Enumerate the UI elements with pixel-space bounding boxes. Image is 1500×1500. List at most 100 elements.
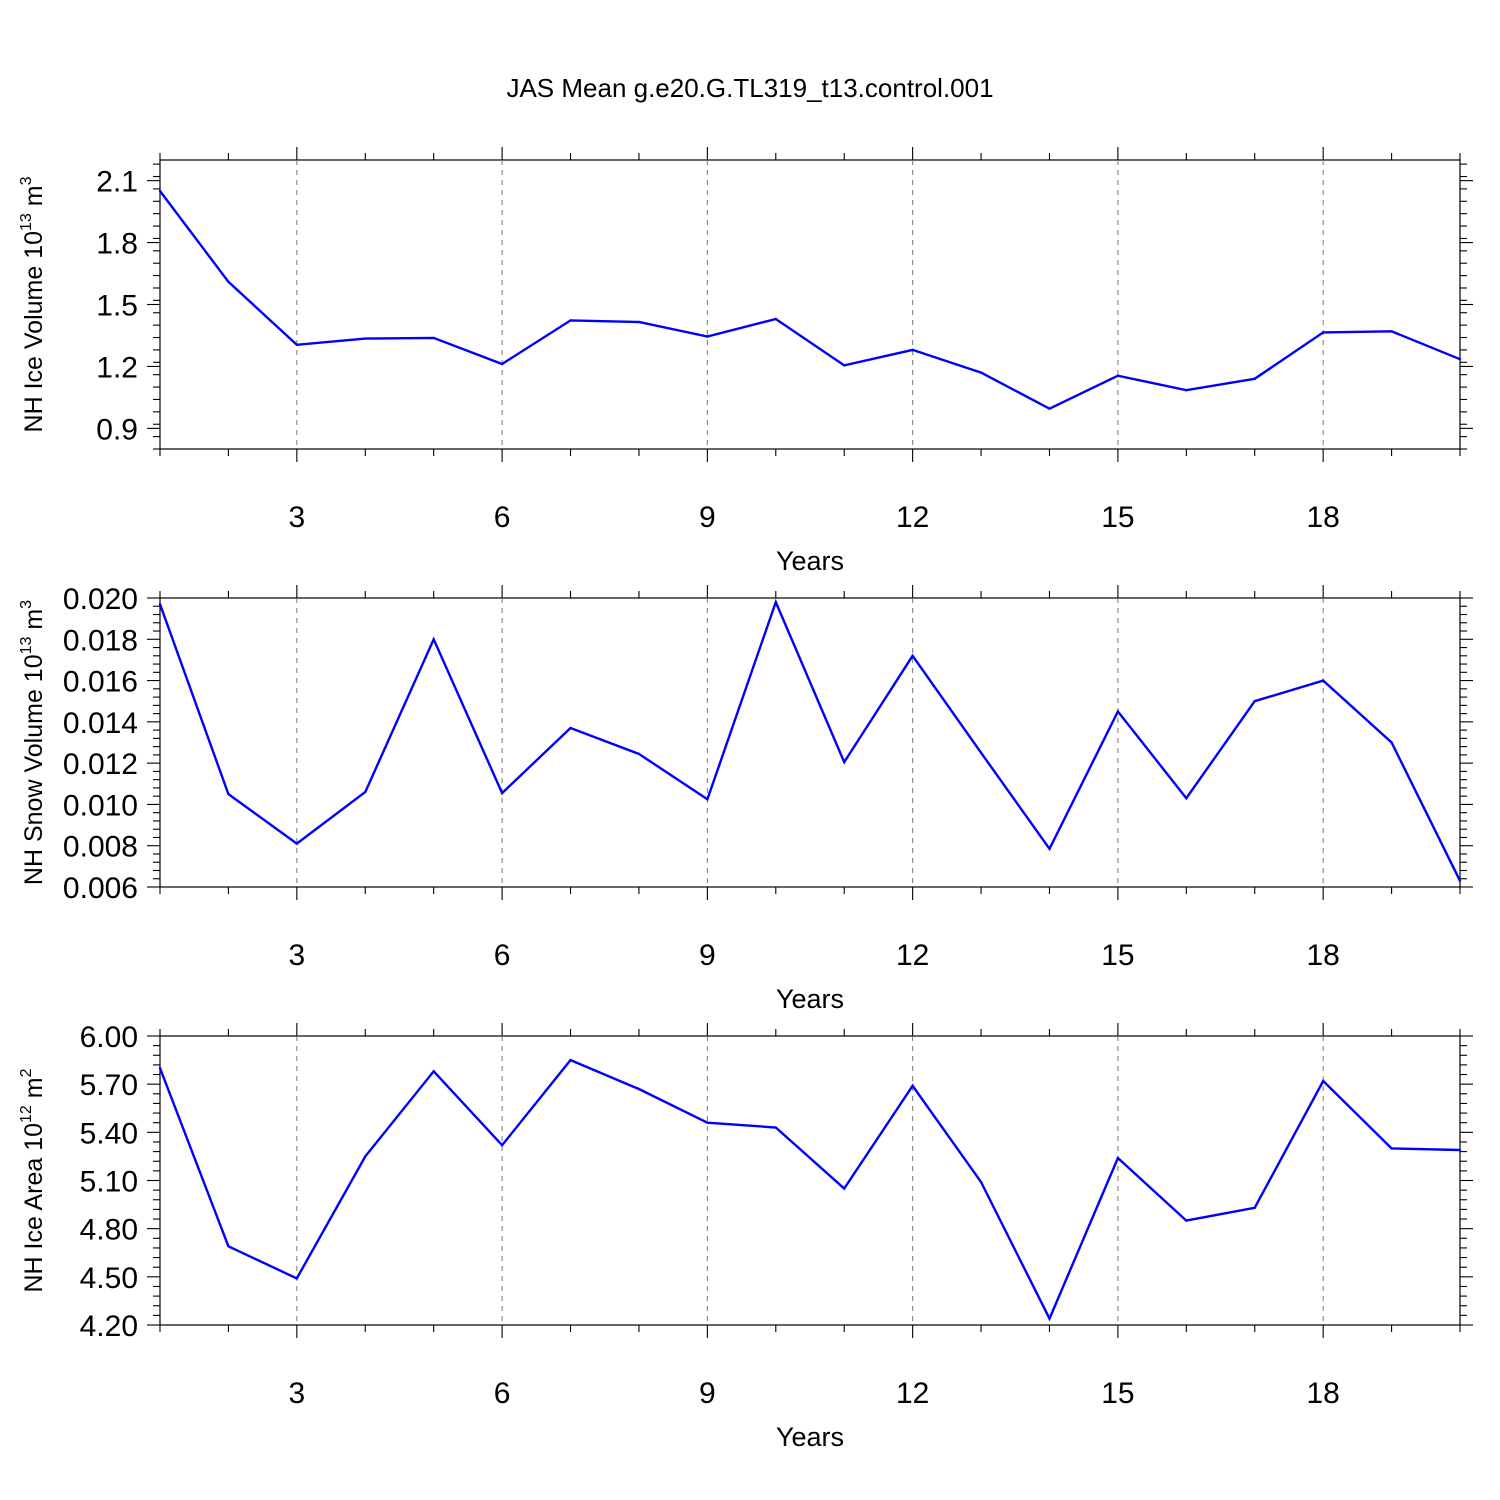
data-point bbox=[637, 752, 641, 756]
data-point bbox=[295, 343, 299, 346]
x-tick-label: 3 bbox=[288, 501, 305, 534]
y-tick-label: 5.40 bbox=[80, 1117, 138, 1150]
data-point bbox=[774, 317, 777, 321]
data-point bbox=[1458, 1148, 1462, 1152]
data-point bbox=[843, 760, 846, 764]
data-point bbox=[843, 364, 846, 367]
data-point bbox=[911, 348, 914, 352]
y-tick-label: 0.010 bbox=[63, 789, 138, 822]
x-tick-label: 6 bbox=[494, 1377, 511, 1410]
series-line bbox=[158, 1058, 1461, 1322]
data-point bbox=[1390, 741, 1393, 744]
x-tick-label: 9 bbox=[699, 501, 716, 534]
data-point bbox=[295, 1277, 299, 1280]
data-point bbox=[706, 1121, 709, 1124]
x-tick-label: 15 bbox=[1101, 1377, 1134, 1410]
panel-ice-area: 4.20 4.50 4.80 5.10 5.40 5.70 6.00 3 6 9 12 15 18 Ye… bbox=[18, 1021, 1473, 1452]
y-tick-label: 1.2 bbox=[96, 351, 138, 384]
x-tick-label: 3 bbox=[288, 939, 305, 972]
data-point bbox=[1048, 847, 1051, 851]
data-point bbox=[774, 600, 777, 604]
data-point bbox=[1116, 710, 1120, 713]
data-point bbox=[569, 1058, 572, 1062]
data-point bbox=[1458, 879, 1462, 883]
data-point bbox=[432, 1070, 435, 1073]
data-point bbox=[227, 792, 230, 796]
data-point bbox=[637, 320, 641, 324]
data-point bbox=[364, 337, 367, 340]
data-point bbox=[843, 1187, 846, 1190]
y-tick-label: 0.008 bbox=[63, 831, 138, 864]
x-tick-label: 6 bbox=[494, 501, 511, 534]
data-point bbox=[227, 1245, 230, 1248]
y-tick-label: 0.020 bbox=[63, 583, 138, 616]
data-point bbox=[1253, 377, 1256, 381]
data-point bbox=[1321, 679, 1325, 682]
series-line bbox=[158, 598, 1462, 882]
data-point bbox=[1116, 374, 1120, 377]
y-tick-label: 5.70 bbox=[80, 1069, 138, 1102]
x-tick-label: 12 bbox=[896, 501, 929, 534]
y-tick-label: 4.20 bbox=[80, 1310, 138, 1343]
y-tick-label: 0.016 bbox=[63, 666, 138, 699]
x-tick-label: 15 bbox=[1101, 939, 1134, 972]
y-tick-label: 0.9 bbox=[96, 413, 138, 446]
y-tick-label: 5.10 bbox=[80, 1166, 138, 1199]
chart-title: JAS Mean g.e20.G.TL319_t13.control.001 bbox=[506, 73, 993, 103]
data-point bbox=[1185, 1219, 1188, 1222]
x-tick-label: 18 bbox=[1306, 1377, 1339, 1410]
y-tick-label: 0.012 bbox=[63, 748, 138, 781]
data-point bbox=[1321, 331, 1325, 334]
data-point bbox=[1048, 1317, 1051, 1320]
data-point bbox=[158, 189, 162, 193]
data-point bbox=[911, 1084, 914, 1087]
y-tick-label: 2.1 bbox=[96, 166, 138, 199]
y-tick-label: 0.006 bbox=[63, 872, 138, 905]
y-tick-label: 4.50 bbox=[80, 1262, 138, 1295]
y-axis-title: NH Snow Volume 1013 m3 bbox=[18, 600, 48, 885]
data-point bbox=[1253, 700, 1256, 703]
y-tick-label: 0.014 bbox=[63, 707, 138, 740]
data-point bbox=[569, 319, 572, 322]
data-point bbox=[1185, 388, 1188, 392]
plot-frame bbox=[159, 597, 1461, 888]
plot-frame bbox=[159, 1035, 1461, 1326]
data-point bbox=[979, 751, 983, 755]
panel-snow-volume: 0.006 0.008 0.010 0.012 0.014 0.016 0.018 0.020… bbox=[18, 583, 1473, 1014]
x-tick-label: 15 bbox=[1101, 501, 1134, 534]
panel-ice-volume: 0.9 1.2 1.5 1.8 2.1 3 6 9 12 15 18 Years NH Ice Vo… bbox=[18, 147, 1473, 576]
data-point bbox=[1253, 1206, 1256, 1209]
data-point bbox=[295, 842, 299, 845]
x-axis-title: Years bbox=[776, 546, 844, 576]
data-point bbox=[911, 654, 914, 657]
y-tick-label: 1.5 bbox=[96, 290, 138, 323]
plot-frame bbox=[159, 159, 1461, 450]
y-tick-label: 4.80 bbox=[80, 1214, 138, 1247]
data-point bbox=[364, 1155, 367, 1158]
x-tick-label: 18 bbox=[1306, 501, 1339, 534]
data-point bbox=[432, 336, 435, 340]
data-point bbox=[432, 638, 435, 641]
data-point bbox=[227, 280, 230, 283]
data-point bbox=[1048, 407, 1051, 410]
data-point bbox=[979, 1180, 983, 1184]
series-line bbox=[159, 190, 1461, 411]
x-axis-title: Years bbox=[776, 1422, 844, 1452]
data-point bbox=[979, 371, 983, 374]
data-point bbox=[500, 1143, 504, 1147]
y-axis-title: NH Ice Volume 1013 m3 bbox=[18, 176, 48, 432]
x-tick-label: 3 bbox=[288, 1377, 305, 1410]
data-point bbox=[158, 602, 162, 606]
y-tick-label: 6.00 bbox=[80, 1021, 138, 1054]
x-tick-label: 18 bbox=[1306, 939, 1339, 972]
data-point bbox=[1116, 1156, 1120, 1160]
x-tick-label: 9 bbox=[699, 939, 716, 972]
x-tick-label: 6 bbox=[494, 939, 511, 972]
data-point bbox=[706, 798, 709, 801]
data-point bbox=[774, 1126, 777, 1129]
data-point bbox=[569, 726, 572, 730]
y-axis-title: NH Ice Area 1012 m2 bbox=[18, 1068, 48, 1292]
data-point bbox=[1321, 1079, 1325, 1083]
data-point bbox=[500, 791, 504, 795]
